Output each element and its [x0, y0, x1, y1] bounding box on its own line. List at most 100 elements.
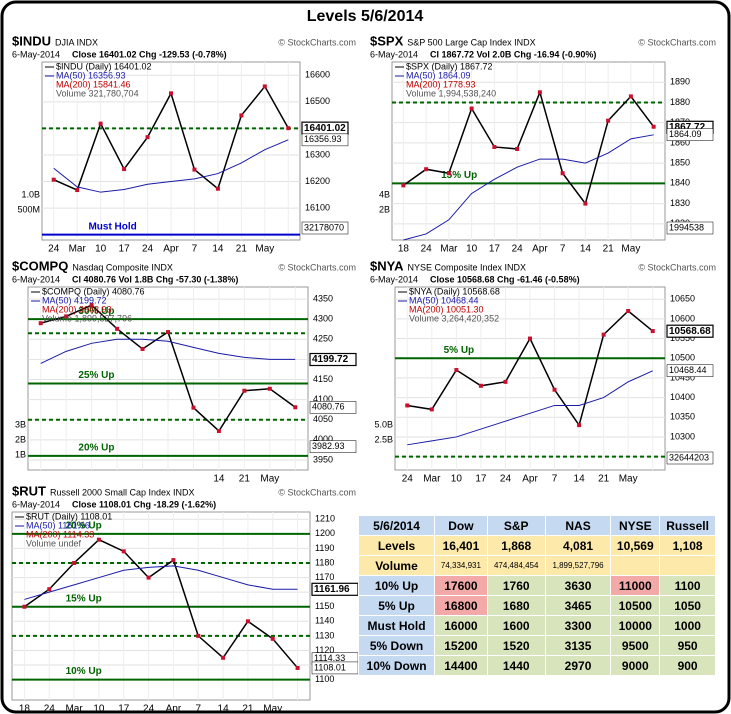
chart-date: 6-May-2014 [12, 274, 60, 284]
table-cell: 15200 [434, 635, 488, 656]
legend-entry: MA(200) 1114.33 [26, 529, 94, 539]
candle-marker [245, 619, 250, 624]
table-header: 5/6/2014 Dow S&P NAS NYSE Russell [357, 515, 716, 536]
price-line [24, 565, 298, 600]
price-box [309, 401, 357, 414]
candle-marker [192, 167, 197, 172]
legend-entry: MA(200) 3982.93 [42, 304, 112, 314]
y-tick-label: 4350 [313, 293, 333, 303]
level-label: Must Hold [88, 221, 136, 232]
candle-marker [96, 537, 101, 542]
price-box [309, 352, 357, 367]
x-tick-label: 7 [192, 244, 198, 255]
volume-box [301, 221, 349, 235]
price-box [309, 440, 357, 453]
table-cell: 16800 [434, 595, 488, 616]
price-box-label: 4199.72 [312, 354, 349, 365]
legend-entry: Volume 3,264,420,352 [409, 313, 499, 323]
table-cell: 1680 [486, 595, 546, 616]
table-cell: Dow [434, 515, 488, 536]
x-tick-label: 18 [19, 704, 31, 714]
y-tick-label: 10400 [670, 392, 695, 402]
x-tick-label: Apr [522, 474, 538, 485]
volume-tick-label: 3B [15, 419, 26, 429]
price-box-label: 1108.01 [314, 662, 346, 672]
chart-symbol: $INDU [12, 33, 51, 48]
y-tick-label: 10500 [670, 353, 695, 363]
candle-marker [651, 124, 656, 129]
candle-marker [601, 332, 606, 337]
candle-marker [216, 428, 221, 433]
price-box-label: 16356.93 [304, 134, 342, 144]
x-tick-label: 18 [398, 244, 410, 255]
y-tick-label: 4300 [313, 314, 333, 324]
candle-marker [171, 558, 176, 563]
price-box-label: 3982.93 [312, 441, 345, 451]
volume-box-label: 32644203 [669, 452, 709, 462]
y-tick-label: 16500 [305, 96, 330, 106]
candle-marker [515, 146, 520, 151]
y-tick-label: 1860 [670, 137, 690, 147]
x-tick-label: 7 [195, 704, 201, 714]
x-tick-label: May [263, 704, 282, 714]
table-cell: 10500 [610, 595, 661, 616]
candle-marker [552, 387, 557, 392]
candle-marker [221, 655, 226, 660]
y-tick-label: 4000 [313, 434, 333, 444]
candle-marker [606, 118, 611, 123]
volume-box-label: 32178070 [304, 222, 344, 232]
chart-source: © StockCharts.com [638, 37, 716, 47]
price-box-label: 10568.68 [669, 326, 711, 337]
legend-entry: MA(50) 16356.93 [56, 70, 126, 80]
volume-tick-label: 2B [379, 204, 390, 214]
table-cell: 3630 [544, 575, 612, 596]
plot-area [391, 61, 666, 241]
table-cell [610, 555, 661, 576]
legend-entry: MA(200) 10051.30 [409, 304, 484, 314]
table-cell: Volume [357, 555, 436, 576]
levels-table: 5/6/2014 Dow S&P NAS NYSE Russell Levels 16,401… [357, 515, 716, 676]
legend-entry: MA(50) 4199.72 [42, 295, 107, 305]
price-line [53, 139, 289, 193]
legend-entry: Volume undef [26, 538, 82, 548]
chart-name: Russell 2000 Small Cap Index INDX [50, 487, 195, 497]
table-cell: 1050 [659, 595, 716, 616]
y-tick-label: 16100 [305, 202, 330, 212]
table-cell: 900 [659, 655, 716, 676]
y-tick-label: 1880 [670, 97, 690, 107]
chart-name: NYSE Composite Index INDX [407, 262, 526, 272]
x-tick-label: 21 [239, 474, 251, 485]
x-tick-label: 14 [580, 244, 592, 255]
table-cell: 1600 [486, 615, 546, 636]
candle-marker [140, 346, 145, 351]
candle-marker [121, 549, 126, 554]
table-cell: 474,484,454 [486, 555, 546, 576]
candle-marker [146, 575, 151, 580]
price-box-label: 1114.33 [314, 653, 345, 663]
x-tick-label: 21 [236, 244, 248, 255]
volume-tick-label: 1.0B [21, 189, 40, 199]
x-tick-label: 24 [512, 244, 524, 255]
volume-tick-label: 4B [379, 189, 390, 199]
table-cell: 5% Down [357, 635, 436, 656]
table-cell: Levels [357, 535, 436, 556]
candle-marker [528, 336, 532, 341]
level-label: 20% Up [66, 521, 102, 532]
price-line [40, 338, 296, 364]
volume-box [666, 451, 714, 465]
y-tick-label: 1100 [315, 674, 334, 684]
candle-marker [469, 106, 474, 111]
level-label: 20% Up [78, 443, 114, 454]
candle-marker [424, 167, 429, 172]
chart-name: Nasdaq Composite INDX [72, 262, 173, 272]
candle-marker [537, 90, 542, 95]
candle-marker [89, 303, 94, 308]
x-tick-label: 21 [242, 704, 254, 714]
x-tick-label: 10 [93, 704, 105, 714]
y-tick-label: 1140 [315, 616, 334, 626]
candle-marker [429, 407, 434, 412]
price-box-label: 1867.72 [669, 122, 706, 133]
chart-source: © StockCharts.com [278, 487, 356, 497]
